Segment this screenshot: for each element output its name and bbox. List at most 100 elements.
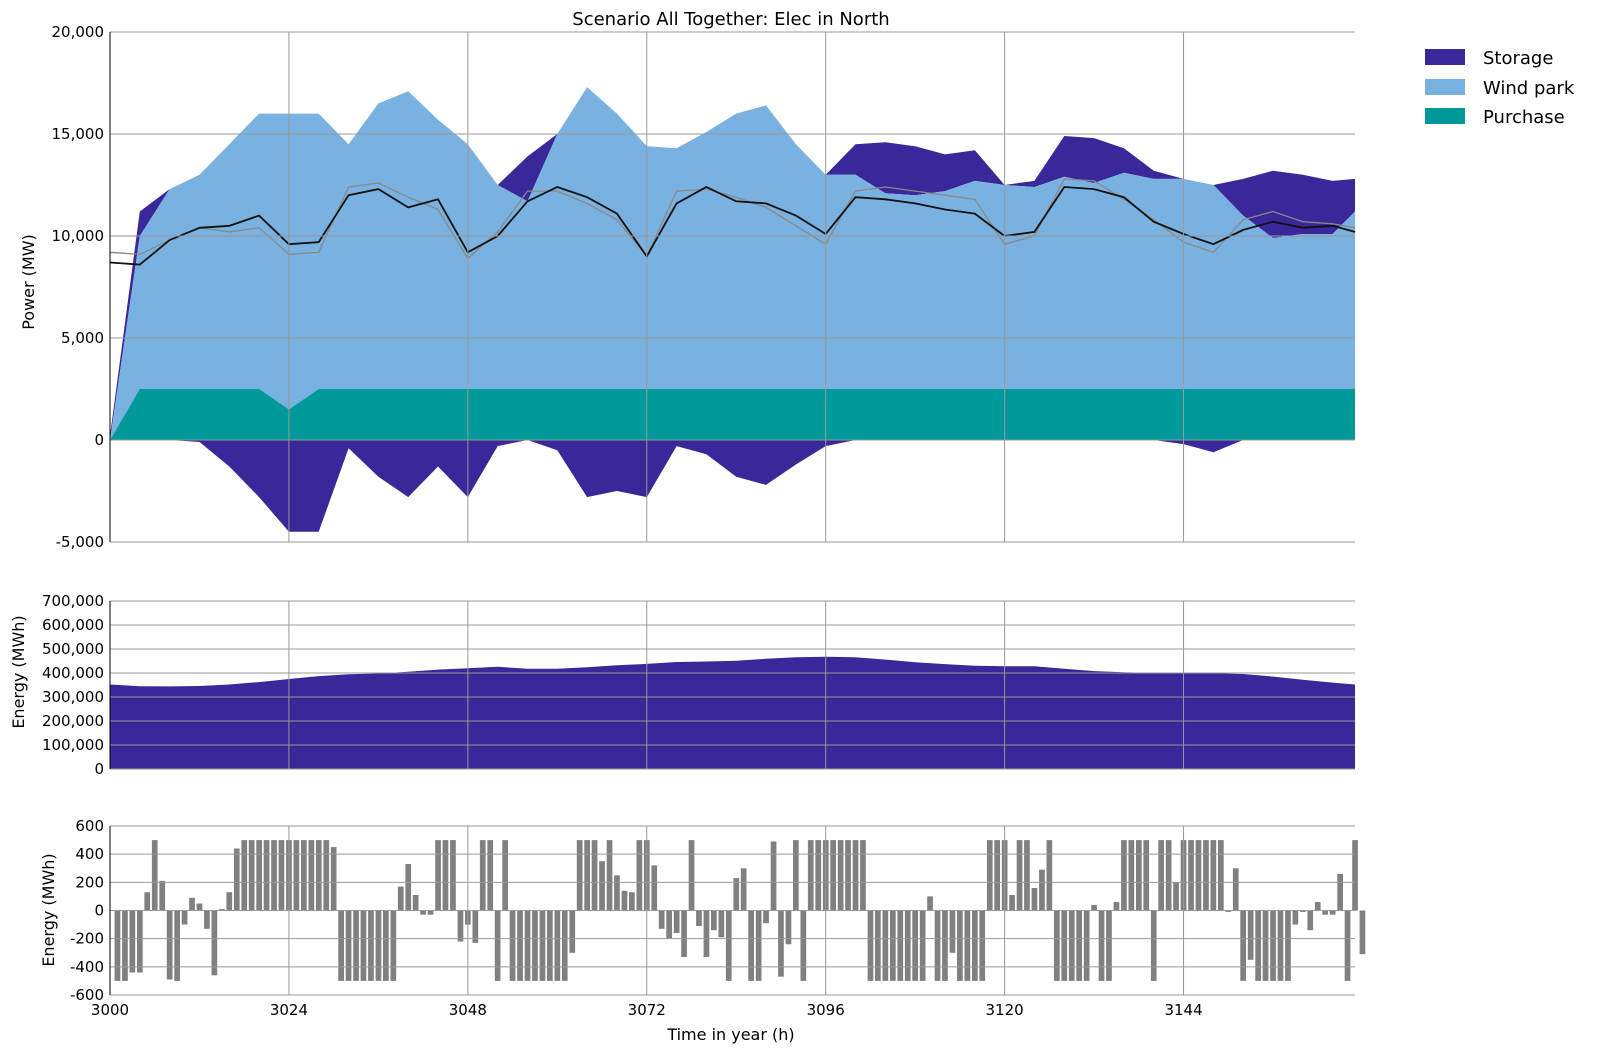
energy-change-bar	[1046, 840, 1053, 911]
energy-level-panel: 0 100,000 200,000 300,000 400,000 500,000 600,…	[42, 592, 1355, 778]
energy-change-bar	[1262, 910, 1269, 981]
energy-change-bar	[1098, 910, 1105, 981]
energy-change-bar	[308, 840, 315, 911]
energy-change-bar	[882, 910, 889, 981]
energy-change-bar	[479, 840, 486, 911]
energy-change-bar	[1083, 910, 1090, 981]
energy-change-bar	[263, 840, 270, 911]
energy-change-bar	[360, 910, 367, 981]
energy-change-bar	[815, 840, 822, 911]
energy-change-bar	[517, 910, 523, 981]
energy-change-bar	[576, 840, 583, 911]
energy-change-bar	[345, 910, 352, 981]
energy-change-bar	[1322, 910, 1328, 915]
energy-change-bar	[1158, 840, 1164, 911]
power-panel: -5,000 0 5,000 10,000 15,000 20,000	[52, 23, 1356, 551]
storage-area-negative	[110, 440, 1355, 532]
energy-change-bar	[159, 880, 166, 911]
energy-change-bar	[1218, 840, 1224, 911]
energy-change-bar	[301, 840, 307, 911]
energy-change-bar	[151, 840, 158, 911]
legend-item-storage: Storage	[1425, 48, 1553, 69]
energy-change-bar	[1270, 910, 1276, 981]
y-tick-label: 200	[75, 873, 104, 891]
y-tick-label: 300,000	[42, 688, 104, 706]
energy-change-bar	[629, 892, 635, 911]
energy-change-bar	[636, 840, 643, 911]
y-tick-label: 0	[94, 902, 104, 920]
energy-change-bar	[457, 910, 464, 942]
energy-change-bar	[1352, 840, 1358, 911]
energy-change-bar	[1337, 873, 1343, 911]
energy-change-bar	[1188, 840, 1194, 911]
energy-change-bar	[614, 875, 620, 911]
energy-change-bar	[1106, 910, 1112, 981]
energy-change-bar	[241, 840, 248, 911]
energy-change-bar	[450, 840, 456, 911]
energy-change-bar	[1091, 904, 1097, 911]
energy-change-bar	[1121, 840, 1127, 911]
energy-change-bar	[211, 910, 218, 976]
energy-change-bar	[1344, 910, 1351, 981]
energy-change-bar	[793, 840, 799, 911]
y-tick-label: 400,000	[42, 664, 104, 682]
energy-change-bar	[1195, 840, 1202, 911]
energy-change-bar	[904, 910, 911, 981]
energy-change-bar	[1113, 902, 1120, 911]
y-tick-label: 20,000	[52, 23, 105, 41]
energy-change-bar	[733, 878, 740, 911]
energy-change-bar	[837, 840, 844, 911]
energy-change-bar	[807, 840, 814, 911]
energy-change-bar	[949, 910, 956, 953]
energy-change-bar	[673, 910, 680, 933]
energy-change-bar	[1068, 910, 1075, 981]
energy-change-bar	[271, 840, 277, 911]
energy-change-bar	[494, 910, 501, 981]
purchase-area	[110, 389, 1355, 440]
energy-change-bar	[725, 910, 732, 981]
energy-change-bar	[114, 910, 121, 981]
energy-change-bar	[957, 910, 963, 981]
energy-change-bar	[875, 910, 881, 981]
energy-change-bar	[1203, 840, 1209, 911]
x-tick-label: 3144	[1164, 1001, 1202, 1019]
energy-change-bar	[1292, 910, 1299, 925]
energy-change-bar	[278, 840, 285, 911]
legend-swatch-wind-park	[1425, 79, 1465, 95]
energy-change-panel: -600 -400 -200 0 200 400 600 3000 3024 3048 3072 30…	[70, 817, 1366, 1019]
energy-change-bar	[196, 903, 203, 911]
energy-change-bar	[800, 910, 807, 981]
y-tick-label: -5,000	[56, 533, 104, 551]
energy-change-bar	[1009, 895, 1015, 911]
y-tick-label: 500,000	[42, 640, 104, 658]
energy-change-bar	[539, 910, 546, 981]
energy-change-bar	[233, 848, 240, 911]
energy-change-bar	[1247, 910, 1254, 960]
y-tick-label: 5,000	[61, 329, 104, 347]
energy-change-bar	[1054, 910, 1060, 981]
energy-change-bar	[1329, 910, 1336, 915]
energy-change-bar	[696, 910, 702, 926]
energy-change-bar	[129, 910, 136, 973]
power-y-axis-label: Power (MW)	[19, 234, 38, 330]
energy-change-bar	[219, 909, 225, 911]
energy-change-bar	[1300, 910, 1306, 912]
energy-change-bar	[256, 840, 262, 911]
energy-change-bar	[248, 840, 255, 911]
x-tick-label: 3072	[628, 1001, 666, 1019]
energy-change-bar	[561, 910, 568, 981]
energy-level-area	[110, 656, 1355, 769]
energy-change-bar	[532, 910, 538, 981]
energy-change-bar	[830, 840, 836, 911]
energy-change-bar	[584, 840, 590, 911]
energy-change-bar	[666, 910, 672, 939]
y-tick-label: 400	[75, 845, 104, 863]
energy-change-bar	[718, 910, 725, 938]
energy-change-bar	[658, 910, 665, 929]
energy-change-bar	[1210, 840, 1217, 911]
energy-change-bar	[189, 897, 195, 911]
energy-change-bar	[144, 892, 151, 911]
energy-change-bar	[867, 910, 874, 981]
energy-change-bar	[569, 910, 576, 953]
energy-change-bar	[1150, 910, 1157, 981]
